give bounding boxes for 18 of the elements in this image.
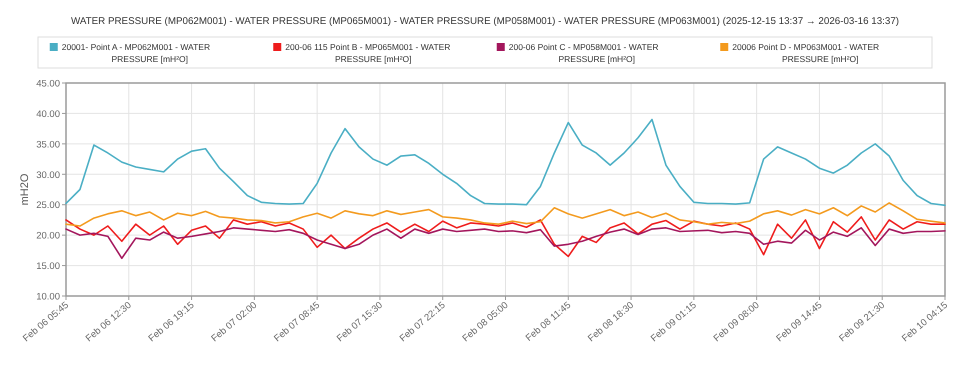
y-tick-label: 45.00: [36, 78, 60, 90]
legend-label: 200-06 115 Point B - MP065M001 - WATER PRESSURE [mH²O]: [285, 42, 450, 64]
y-tick-label: 35.00: [36, 139, 60, 150]
legend-label: 20001- Point A - MP062M001 - WATER PRESSURE [mH²O]: [62, 42, 210, 64]
y-tick-label: 30.00: [36, 170, 60, 181]
line-series: [65, 227, 946, 260]
y-tick-label: 15.00: [36, 261, 60, 272]
legend-label: 200-06 Point C - MP058M001 - WATER PRESSURE [mH²O]: [508, 42, 659, 64]
chart-title: WATER PRESSURE (MP062M001) - WATER PRESSURE (MP065M001) - WATER PRESSURE (MP058M001) - WATER PRESSURE (MP063M001) (2025-12-15 13:37 → 2026-03-16 13:37): [70, 16, 900, 27]
legend-label: 20006 Point D - MP063M001 - WATER PRESSURE [mH²O]: [732, 42, 880, 64]
y-tick-label: 25.00: [36, 200, 60, 212]
y-axis-title: mH2O: [19, 173, 31, 206]
line-series: [65, 202, 946, 227]
y-tick-label: 40.00: [36, 108, 60, 120]
y-tick-label: 10.00: [36, 292, 60, 302]
y-tick-label: 20.00: [36, 230, 60, 242]
line-series: [65, 118, 946, 206]
line-series: [65, 216, 946, 258]
